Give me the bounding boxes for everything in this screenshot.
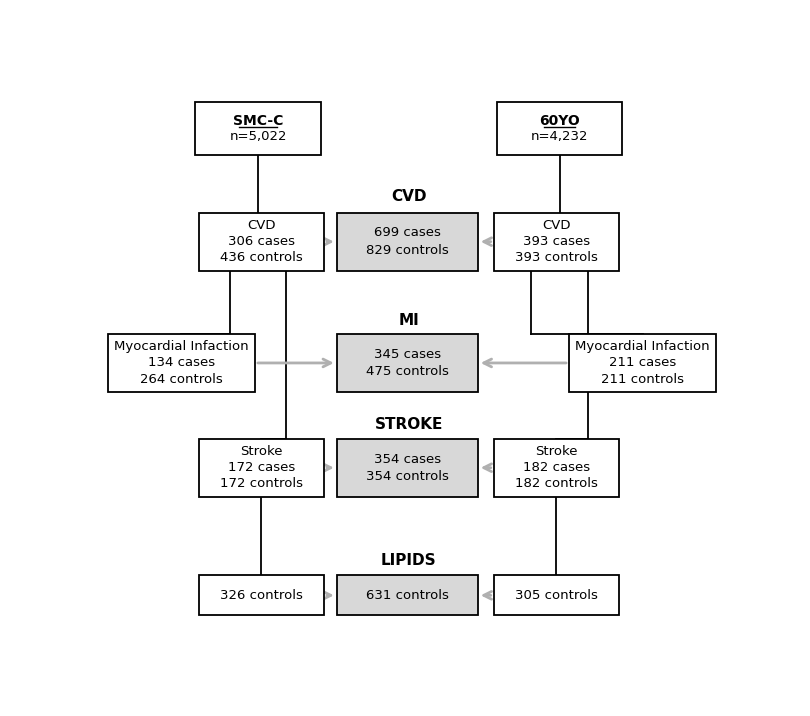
Text: CVD: CVD [542,219,570,232]
Text: 182 controls: 182 controls [515,478,598,490]
Text: 829 controls: 829 controls [366,244,449,257]
Text: 393 cases: 393 cases [522,235,590,248]
FancyBboxPatch shape [569,334,716,392]
Text: 172 controls: 172 controls [220,478,303,490]
Text: MI: MI [399,313,420,328]
Text: 306 cases: 306 cases [228,235,295,248]
Text: LIPIDS: LIPIDS [381,553,437,568]
Text: n=4,232: n=4,232 [531,130,588,143]
Text: Myocardial Infaction: Myocardial Infaction [114,340,249,353]
Text: 475 controls: 475 controls [366,365,449,378]
Text: 436 controls: 436 controls [220,251,303,264]
Text: 699 cases: 699 cases [374,226,441,239]
Text: 264 controls: 264 controls [140,372,223,386]
FancyBboxPatch shape [337,439,478,497]
Text: 326 controls: 326 controls [220,589,303,602]
Text: 354 controls: 354 controls [366,470,449,483]
Text: CVD: CVD [391,189,427,203]
FancyBboxPatch shape [493,213,619,271]
FancyBboxPatch shape [337,334,478,392]
Text: 134 cases: 134 cases [147,357,215,369]
Text: Myocardial Infaction: Myocardial Infaction [575,340,710,353]
Text: 354 cases: 354 cases [373,453,441,465]
FancyBboxPatch shape [337,213,478,271]
Text: 631 controls: 631 controls [366,589,449,602]
FancyBboxPatch shape [108,334,255,392]
FancyBboxPatch shape [198,576,324,615]
Text: STROKE: STROKE [375,417,443,432]
FancyBboxPatch shape [195,102,321,155]
FancyBboxPatch shape [493,576,619,615]
Text: Stroke: Stroke [240,445,283,458]
Text: 60YO: 60YO [539,114,580,127]
FancyBboxPatch shape [198,439,324,497]
Text: 211 cases: 211 cases [609,357,676,369]
Text: 305 controls: 305 controls [515,589,598,602]
FancyBboxPatch shape [497,102,622,155]
Text: Stroke: Stroke [535,445,578,458]
Text: n=5,022: n=5,022 [229,130,287,143]
FancyBboxPatch shape [337,576,478,615]
Text: SMC-C: SMC-C [233,114,284,127]
Text: 345 cases: 345 cases [373,348,441,361]
Text: 182 cases: 182 cases [522,461,590,474]
Text: 172 cases: 172 cases [228,461,295,474]
Text: 393 controls: 393 controls [515,251,598,264]
Text: 211 controls: 211 controls [601,372,684,386]
Text: CVD: CVD [247,219,275,232]
FancyBboxPatch shape [198,213,324,271]
FancyBboxPatch shape [493,439,619,497]
